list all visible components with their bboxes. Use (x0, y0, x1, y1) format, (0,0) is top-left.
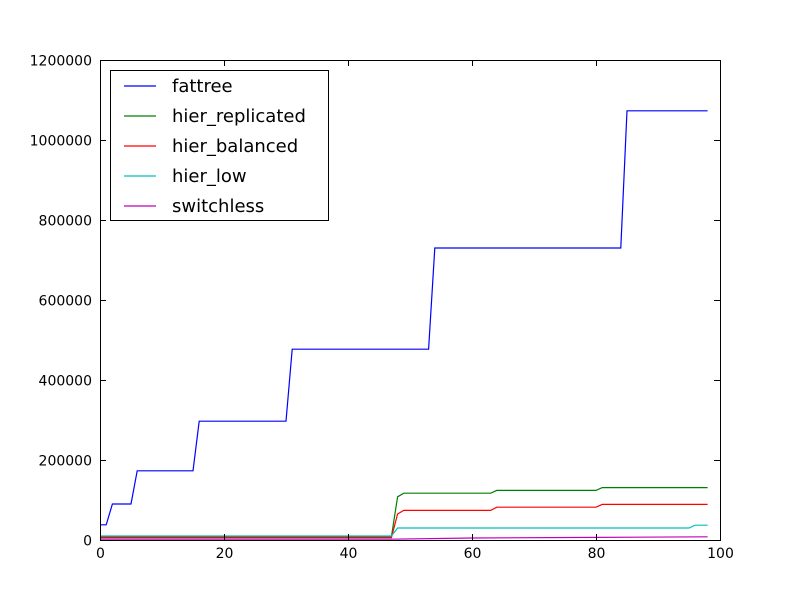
series-line-hier-low (100, 524, 708, 537)
legend-label-hier-replicated: hier_replicated (172, 106, 306, 127)
series-layer (100, 110, 708, 540)
x-tick-label: 60 (464, 546, 482, 562)
ticks-layer: 0 20 40 60 80 100 0 200000 400000 600000 800000 100… (30, 54, 734, 563)
x-tick-label: 80 (588, 546, 606, 562)
y-tick-label: 1200000 (30, 54, 92, 70)
series-line-hier-replicated (100, 487, 708, 538)
legend: fattree hier_replicated hier_balanced hier_… (110, 70, 329, 221)
legend-label-switchless: switchless (172, 196, 264, 217)
series-line-fattree (100, 110, 708, 526)
y-tick-label: 400000 (39, 374, 92, 390)
y-tick-label: 0 (83, 534, 92, 550)
legend-label-hier-balanced: hier_balanced (172, 136, 298, 157)
legend-label-hier-low: hier_low (172, 166, 247, 187)
series-line-hier-balanced (100, 503, 708, 539)
y-tick-label: 600000 (39, 294, 92, 310)
legend-label-fattree: fattree (172, 76, 233, 97)
plot-frame (100, 60, 721, 541)
y-tick-label: 1000000 (30, 134, 92, 150)
y-tick-label: 200000 (39, 454, 92, 470)
x-tick-label: 20 (216, 546, 234, 562)
x-tick-label: 40 (340, 546, 358, 562)
x-tick-label: 100 (707, 546, 734, 562)
x-tick-label: 0 (96, 546, 105, 562)
y-tick-label: 800000 (39, 214, 92, 230)
